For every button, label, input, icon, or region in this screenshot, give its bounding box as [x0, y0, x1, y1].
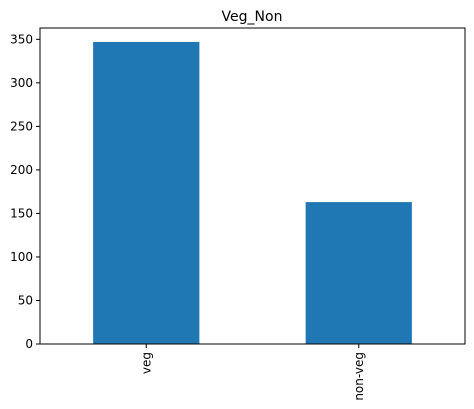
axes-layer: 0 50 100 150 200 250 300 350 veg non-veg	[10, 27, 466, 401]
y-tick-label: 250	[10, 119, 33, 133]
bars-layer	[93, 41, 412, 345]
bar-veg	[93, 41, 200, 345]
bar-non-veg	[305, 202, 412, 344]
y-tick-label: 200	[10, 163, 33, 177]
chart-title: Veg_Non	[222, 9, 283, 25]
x-tick-label-veg: veg	[139, 352, 153, 374]
y-tick-label: 300	[10, 76, 33, 90]
plot-frame	[39, 27, 466, 345]
x-tick-label-non-veg: non-veg	[352, 352, 366, 401]
y-tick-label: 350	[10, 32, 33, 46]
y-tick-label: 100	[10, 250, 33, 264]
y-tick-label: 150	[10, 206, 33, 220]
y-tick-label: 50	[18, 293, 33, 307]
y-tick-label: 0	[25, 337, 33, 351]
